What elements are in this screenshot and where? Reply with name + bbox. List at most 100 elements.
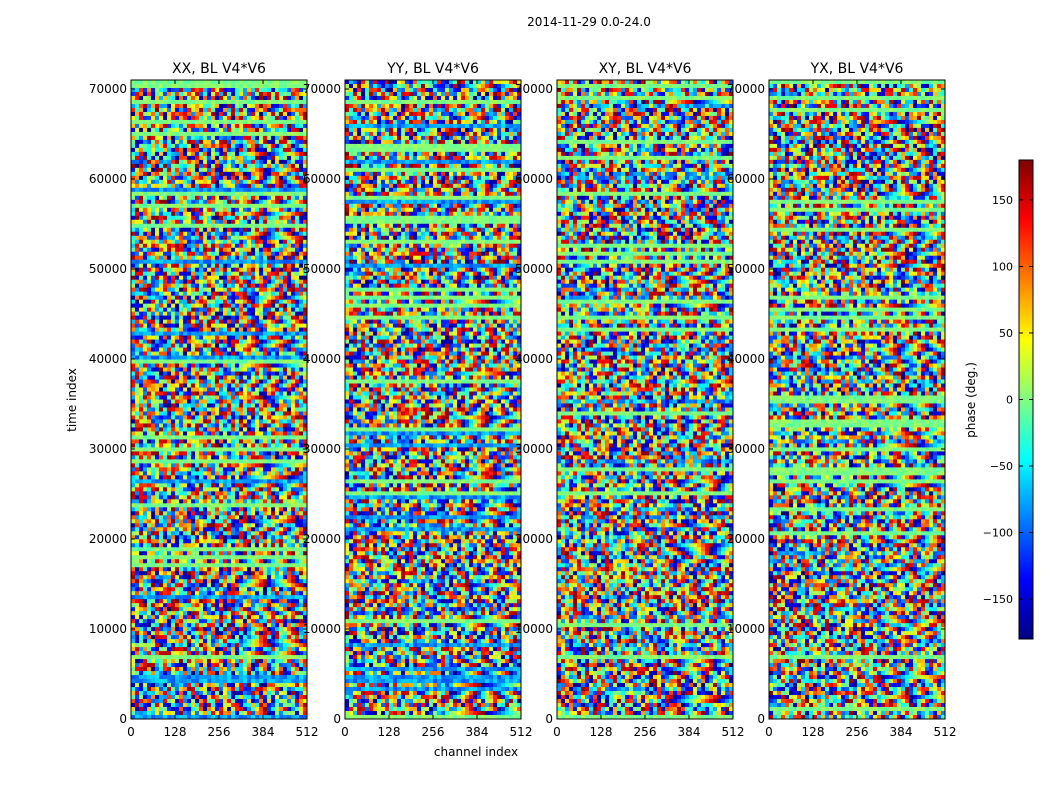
phase-cell bbox=[223, 443, 228, 449]
phase-cell bbox=[191, 123, 196, 129]
phase-cell bbox=[295, 387, 300, 393]
phase-cell bbox=[219, 223, 224, 229]
phase-cell bbox=[299, 191, 304, 197]
phase-cell bbox=[191, 367, 196, 373]
phase-cell bbox=[223, 307, 228, 313]
phase-cell bbox=[275, 171, 280, 177]
phase-cell bbox=[159, 143, 164, 149]
phase-cell bbox=[183, 255, 188, 261]
phase-cell bbox=[231, 475, 236, 480]
phase-cell bbox=[211, 303, 216, 309]
phase-cell bbox=[279, 487, 284, 492]
phase-cell bbox=[231, 291, 236, 297]
phase-cell bbox=[215, 291, 220, 297]
phase-cell bbox=[143, 307, 148, 313]
phase-cell bbox=[283, 119, 288, 125]
phase-cell bbox=[167, 139, 172, 145]
phase-cell bbox=[299, 367, 304, 373]
phase-cell bbox=[219, 259, 224, 265]
phase-cell bbox=[155, 355, 160, 361]
phase-cell bbox=[243, 195, 248, 201]
phase-cell bbox=[279, 455, 284, 460]
phase-cell bbox=[291, 139, 296, 145]
phase-cell bbox=[235, 351, 240, 357]
phase-cell bbox=[219, 111, 224, 117]
phase-cell bbox=[207, 391, 212, 397]
phase-cell bbox=[187, 103, 192, 109]
phase-cell bbox=[219, 443, 224, 449]
phase-cell bbox=[271, 351, 276, 357]
phase-cell bbox=[199, 91, 204, 97]
phase-cell bbox=[131, 287, 136, 293]
phase-cell bbox=[279, 87, 284, 93]
phase-cell bbox=[183, 303, 188, 309]
phase-cell bbox=[187, 355, 192, 361]
phase-cell bbox=[231, 263, 236, 269]
phase-cell bbox=[199, 403, 204, 409]
phase-cell bbox=[183, 395, 188, 401]
phase-cell bbox=[191, 207, 196, 213]
phase-cell bbox=[207, 351, 212, 357]
phase-cell bbox=[231, 455, 236, 460]
phase-cell bbox=[243, 219, 248, 225]
phase-cell bbox=[183, 203, 188, 209]
phase-cell bbox=[191, 239, 196, 245]
phase-cell bbox=[151, 279, 156, 285]
phase-cell bbox=[303, 123, 307, 129]
phase-cell bbox=[247, 95, 252, 101]
phase-cell bbox=[235, 503, 240, 508]
phase-cell bbox=[219, 335, 224, 341]
phase-cell bbox=[171, 523, 176, 528]
phase-cell bbox=[223, 215, 228, 221]
phase-cell bbox=[175, 359, 180, 365]
phase-cell bbox=[199, 435, 204, 441]
phase-cell bbox=[251, 175, 256, 181]
phase-cell bbox=[147, 151, 152, 157]
phase-cell bbox=[215, 495, 220, 500]
phase-cell bbox=[203, 487, 208, 492]
phase-cell bbox=[179, 259, 184, 265]
phase-cell bbox=[187, 171, 192, 177]
phase-cell bbox=[175, 287, 180, 293]
phase-cell bbox=[295, 195, 300, 201]
phase-cell bbox=[187, 107, 192, 113]
phase-cell bbox=[147, 507, 152, 512]
phase-cell bbox=[171, 187, 176, 193]
phase-cell bbox=[223, 143, 228, 149]
phase-cell bbox=[135, 95, 140, 101]
phase-cell bbox=[155, 99, 160, 105]
phase-cell bbox=[163, 299, 168, 305]
phase-cell bbox=[139, 455, 144, 460]
phase-cell bbox=[187, 223, 192, 229]
phase-cell bbox=[227, 115, 232, 121]
phase-cell bbox=[255, 103, 260, 109]
phase-cell bbox=[207, 287, 212, 293]
phase-cell bbox=[259, 259, 264, 265]
phase-cell bbox=[275, 139, 280, 145]
phase-cell bbox=[139, 343, 144, 349]
phase-cell bbox=[203, 323, 208, 329]
phase-cell bbox=[239, 423, 244, 429]
phase-cell bbox=[143, 175, 148, 181]
phase-cell bbox=[199, 407, 204, 413]
phase-cell bbox=[187, 291, 192, 297]
phase-cell bbox=[227, 503, 232, 508]
phase-cell bbox=[247, 267, 252, 273]
phase-cell bbox=[235, 303, 240, 309]
phase-cell bbox=[223, 483, 228, 488]
phase-cell bbox=[183, 343, 188, 349]
phase-cell bbox=[163, 435, 168, 441]
phase-cell bbox=[247, 299, 252, 305]
phase-cell bbox=[143, 523, 148, 528]
phase-cell bbox=[231, 151, 236, 157]
phase-cell bbox=[135, 395, 140, 401]
phase-cell bbox=[139, 291, 144, 297]
phase-cell bbox=[147, 395, 152, 401]
phase-cell bbox=[163, 407, 168, 413]
phase-cell bbox=[159, 155, 164, 161]
phase-cell bbox=[259, 387, 264, 393]
phase-cell bbox=[187, 519, 192, 524]
phase-cell bbox=[215, 295, 220, 301]
phase-cell bbox=[303, 255, 307, 261]
phase-cell bbox=[139, 219, 144, 225]
